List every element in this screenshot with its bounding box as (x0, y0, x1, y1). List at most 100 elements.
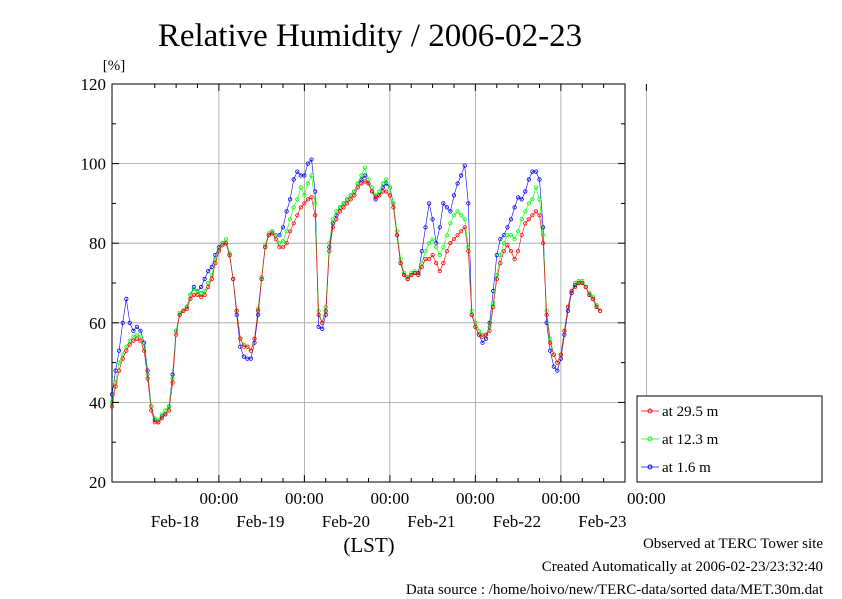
data-point (348, 197, 353, 202)
data-point (441, 245, 446, 250)
y-tick-label: 60 (89, 314, 106, 333)
data-point (124, 296, 129, 301)
data-point (170, 380, 175, 385)
data-point (455, 181, 460, 186)
x-tick-date: Feb-23 (578, 512, 626, 531)
data-point (473, 324, 478, 329)
data-point (462, 217, 467, 222)
data-point (295, 213, 300, 218)
data-point (548, 340, 553, 345)
data-point (469, 312, 474, 317)
legend-box (636, 395, 823, 483)
data-point (455, 233, 460, 238)
data-point (466, 245, 471, 250)
data-point (255, 308, 261, 313)
data-point (562, 328, 567, 333)
data-point (480, 340, 485, 345)
data-point (223, 241, 229, 246)
footer-created: Created Automatically at 2006-02-23/23:3… (541, 559, 823, 575)
data-point (252, 336, 257, 341)
x-tick-time: 00:00 (285, 489, 324, 508)
data-point (540, 225, 546, 230)
data-point (117, 360, 122, 365)
data-point (498, 260, 503, 266)
data-point (305, 161, 310, 166)
data-point (184, 306, 189, 311)
y-axis-unit: [%] (103, 58, 126, 74)
data-point (444, 205, 449, 210)
data-point (387, 185, 392, 190)
legend-marker (647, 436, 653, 442)
data-point (501, 249, 506, 254)
data-point (295, 169, 300, 174)
data-point (341, 205, 346, 210)
y-axis: 20 40 60 80 100 120 (81, 75, 625, 492)
data-point (202, 292, 207, 297)
data-point (202, 276, 207, 282)
data-point (483, 332, 489, 337)
x-tick-date: Feb-21 (407, 512, 455, 531)
data-point (466, 249, 471, 254)
data-point (512, 256, 517, 262)
data-point (401, 272, 407, 278)
data-point (209, 272, 214, 278)
legend-label: at 29.5 m (662, 404, 719, 420)
data-point (466, 201, 471, 206)
data-point (458, 229, 464, 234)
data-point (537, 177, 542, 182)
data-point (491, 304, 496, 309)
data-point (366, 181, 371, 186)
data-point (444, 233, 449, 238)
data-point (530, 213, 535, 218)
data-point (291, 221, 296, 226)
data-point (259, 276, 264, 282)
data-point (216, 249, 221, 254)
data-point (423, 249, 428, 254)
data-point (537, 197, 542, 202)
data-point (580, 280, 585, 286)
data-point (302, 193, 307, 198)
data-point (558, 352, 564, 357)
data-point (131, 328, 136, 333)
data-point (441, 260, 446, 266)
data-point (426, 241, 432, 246)
data-point (551, 364, 556, 369)
data-point (426, 256, 432, 262)
data-point (309, 157, 314, 162)
data-point (280, 239, 286, 244)
data-point (134, 336, 139, 341)
data-point (437, 268, 442, 274)
data-point (206, 284, 211, 290)
data-point (323, 308, 328, 313)
data-point (213, 260, 218, 266)
data-point (455, 209, 460, 214)
data-point (533, 209, 539, 214)
data-point (134, 324, 139, 329)
data-point (270, 231, 275, 236)
data-point (519, 197, 524, 202)
data-point (498, 237, 503, 242)
data-point (501, 241, 506, 246)
data-point (320, 326, 325, 331)
data-point (380, 181, 385, 186)
data-point (284, 241, 289, 246)
data-point (302, 173, 307, 178)
data-point (120, 320, 125, 325)
data-point (252, 340, 257, 345)
data-point (416, 272, 421, 278)
data-point (505, 225, 510, 230)
data-point (530, 197, 535, 202)
data-point (441, 201, 446, 206)
data-point (565, 304, 571, 309)
data-point (515, 229, 521, 234)
data-point (206, 268, 211, 274)
data-point (199, 290, 204, 296)
data-point (444, 249, 449, 254)
data-point (199, 284, 204, 290)
data-point (309, 195, 314, 200)
data-point (430, 253, 435, 258)
data-point (302, 201, 307, 206)
y-tick-label: 40 (89, 393, 106, 412)
data-point (523, 221, 528, 226)
data-point (572, 284, 578, 290)
